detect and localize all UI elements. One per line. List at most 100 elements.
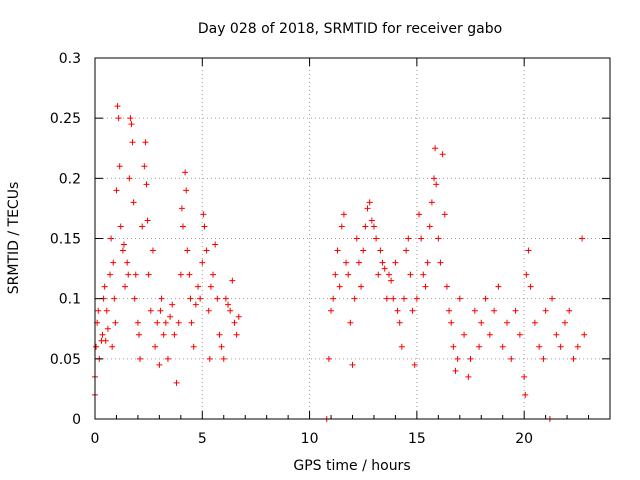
data-point	[227, 307, 234, 314]
data-point	[222, 295, 229, 302]
data-point	[422, 283, 429, 290]
data-point	[119, 247, 126, 254]
data-point	[206, 355, 213, 362]
data-point	[461, 331, 468, 338]
data-point	[149, 247, 156, 254]
data-point	[214, 295, 221, 302]
data-point	[392, 259, 399, 266]
data-point	[175, 319, 182, 326]
data-point	[353, 235, 360, 242]
data-point	[147, 307, 154, 314]
data-point	[201, 223, 208, 230]
data-point	[192, 301, 199, 308]
data-point	[377, 247, 384, 254]
data-point	[334, 247, 341, 254]
data-point	[396, 319, 403, 326]
data-point	[431, 175, 438, 182]
data-point	[157, 307, 164, 314]
data-point	[446, 307, 453, 314]
data-point	[139, 223, 146, 230]
data-point	[465, 373, 472, 380]
y-tick-label: 0	[72, 412, 81, 428]
data-point	[522, 391, 529, 398]
data-point	[403, 247, 410, 254]
data-point	[235, 313, 242, 320]
data-point	[370, 223, 377, 230]
data-point	[435, 235, 442, 242]
y-tick-label: 0.1	[59, 292, 81, 308]
data-point	[413, 295, 420, 302]
data-point	[401, 295, 407, 302]
data-point	[345, 271, 352, 278]
data-point	[409, 307, 416, 314]
data-point	[126, 175, 133, 182]
x-tick-label: 15	[408, 431, 426, 447]
data-point	[108, 235, 115, 242]
data-point	[130, 199, 137, 206]
data-point	[218, 343, 225, 350]
data-point	[521, 373, 528, 380]
data-point	[111, 295, 118, 302]
data-point	[340, 211, 347, 218]
data-point	[476, 343, 483, 350]
data-point	[233, 331, 240, 338]
data-point	[540, 355, 547, 362]
x-tick-label: 10	[301, 431, 319, 447]
data-point	[207, 283, 214, 290]
data-point	[167, 313, 174, 320]
data-point	[95, 307, 102, 314]
data-point	[128, 121, 135, 128]
data-point	[504, 319, 510, 326]
y-tick-label: 0.25	[50, 111, 81, 127]
data-point	[536, 343, 543, 350]
data-point	[452, 367, 459, 374]
data-point	[162, 319, 169, 326]
data-point	[330, 295, 337, 302]
data-point	[154, 319, 161, 326]
data-point	[132, 271, 139, 278]
data-point	[491, 307, 498, 314]
data-point	[441, 211, 448, 218]
data-point	[110, 259, 117, 266]
data-point	[184, 247, 191, 254]
data-point	[516, 331, 523, 338]
data-point	[343, 259, 350, 266]
data-point	[456, 295, 463, 302]
data-point	[107, 271, 114, 278]
data-point	[579, 235, 586, 242]
data-point	[379, 259, 386, 266]
data-point	[203, 247, 210, 254]
data-point	[177, 271, 184, 278]
data-point	[570, 355, 577, 362]
data-point	[199, 259, 206, 266]
data-point	[349, 361, 356, 368]
data-point	[125, 271, 132, 278]
data-point	[332, 271, 339, 278]
data-point	[229, 277, 236, 284]
y-tick-label: 0.3	[59, 51, 81, 67]
data-point	[426, 223, 433, 230]
data-point	[433, 181, 440, 188]
data-point	[188, 319, 195, 326]
data-point	[328, 307, 335, 314]
data-point	[523, 271, 530, 278]
data-point	[467, 355, 474, 362]
data-point	[179, 223, 186, 230]
data-point	[405, 235, 412, 242]
data-point	[143, 181, 150, 188]
data-point	[104, 325, 111, 332]
data-point	[355, 259, 362, 266]
data-point	[116, 163, 123, 170]
data-point	[103, 307, 110, 314]
data-point	[197, 295, 204, 302]
data-point	[325, 355, 332, 362]
x-tick-label: 0	[91, 431, 100, 447]
data-point	[113, 187, 120, 194]
data-point	[542, 307, 549, 314]
data-point	[439, 151, 446, 158]
data-point	[358, 283, 365, 290]
data-point	[205, 307, 212, 314]
data-point	[512, 307, 519, 314]
data-point	[443, 283, 450, 290]
